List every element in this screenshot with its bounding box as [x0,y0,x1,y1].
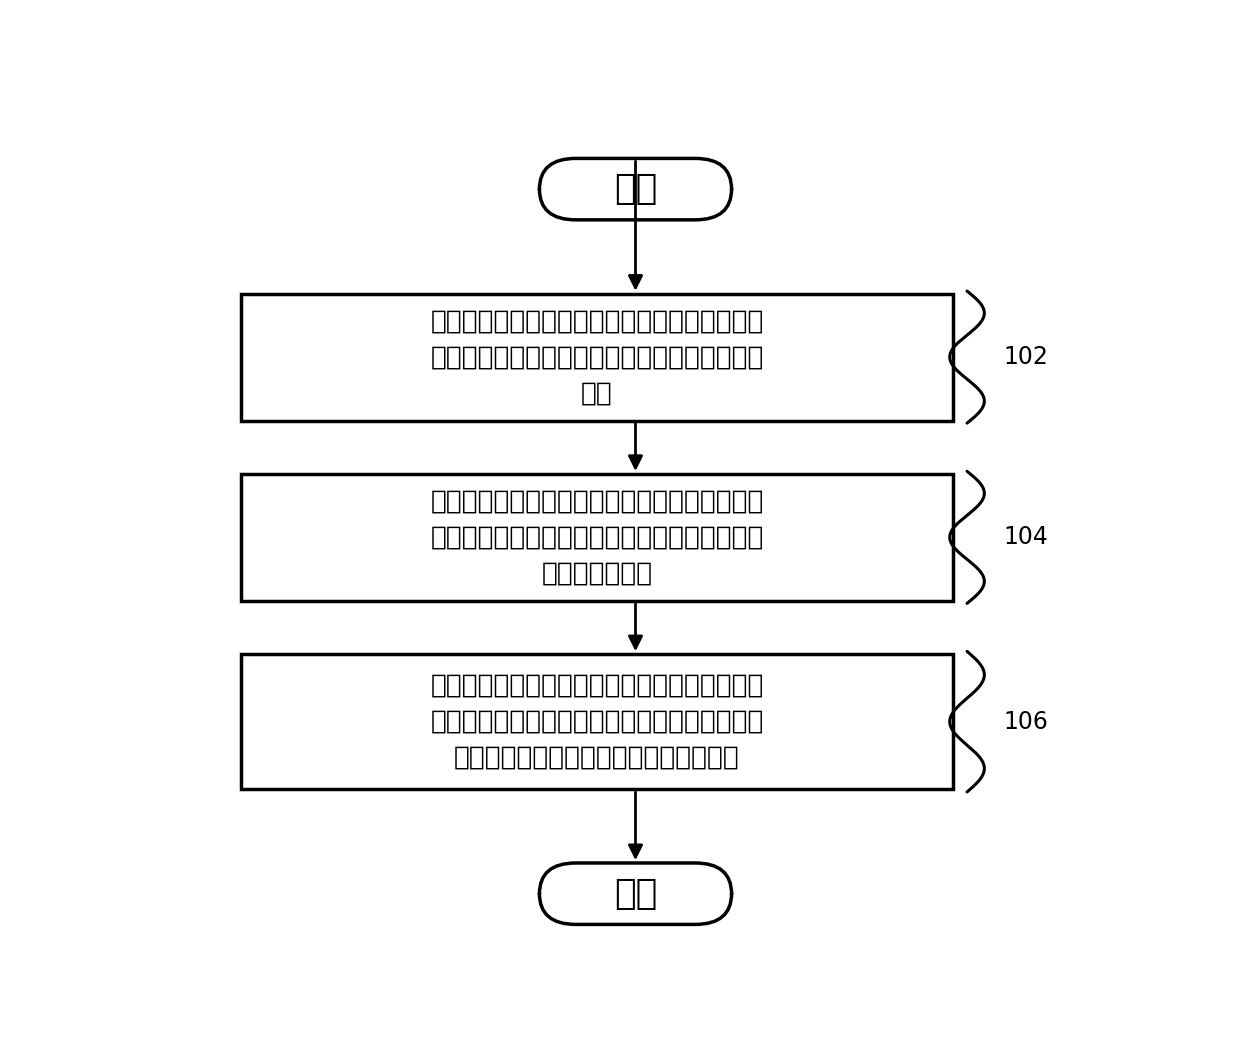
Text: 将所述每个故障暂态行波模量的模极大值在所述
每个故障暂态行波模量的时间轴上进行延拓，得
到所述每个故障暂态行波模量的等效行波: 将所述每个故障暂态行波模量的模极大值在所述 每个故障暂态行波模量的时间轴上进行延… [430,672,764,770]
Text: 对所述三个故障暂态行波模量中的每个故障暂态
行波模量进行处理以确定所述每个故障暂态行波
模量的模极大值: 对所述三个故障暂态行波模量中的每个故障暂态 行波模量进行处理以确定所述每个故障暂… [430,488,764,586]
FancyBboxPatch shape [242,473,952,601]
Text: 102: 102 [1003,345,1049,369]
FancyBboxPatch shape [539,863,732,925]
Text: 104: 104 [1003,526,1049,549]
FancyBboxPatch shape [242,294,952,420]
Text: 获取输电线路的三个故障暂态行波相量，并获取
所述三个故障暂态行波相量的三个故障暂态行波
模量: 获取输电线路的三个故障暂态行波相量，并获取 所述三个故障暂态行波相量的三个故障暂… [430,309,764,406]
Text: 106: 106 [1003,710,1049,734]
FancyBboxPatch shape [242,654,952,789]
Text: 结束: 结束 [614,877,657,911]
FancyBboxPatch shape [539,159,732,220]
Text: 开始: 开始 [614,172,657,206]
